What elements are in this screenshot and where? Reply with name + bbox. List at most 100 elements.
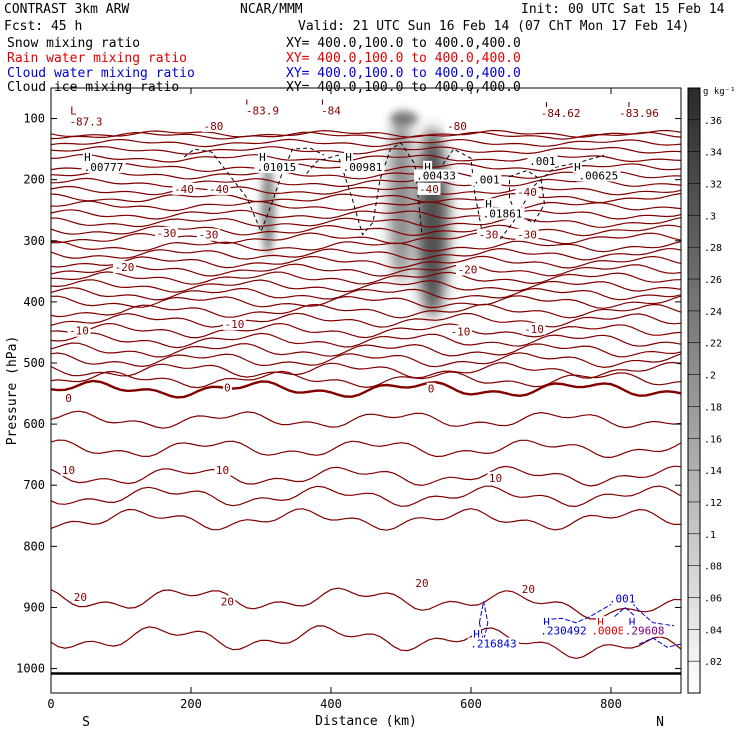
x-tick-label: 400 xyxy=(320,697,342,711)
contour-label-bg xyxy=(477,228,500,241)
contour-label-bg xyxy=(243,97,253,110)
contour-label: -40 xyxy=(517,186,537,199)
contour-label-bg xyxy=(222,381,232,394)
contour-label-bg xyxy=(515,185,539,198)
contour-label: -30 xyxy=(157,227,177,240)
y-tick-label: 900 xyxy=(23,600,45,614)
colorbar-tick-label: .34 xyxy=(704,148,722,159)
contour-label: H xyxy=(473,628,480,641)
contour-label-bg xyxy=(67,115,105,128)
contour-label-bg xyxy=(467,637,519,650)
contour-label-bg xyxy=(254,160,299,173)
cloud-ice-contour xyxy=(442,148,605,242)
contour-label: L xyxy=(627,100,634,113)
contour-label-bg xyxy=(67,324,91,337)
contour-label: .216843 xyxy=(470,638,516,651)
contour-label: 10 xyxy=(216,464,229,477)
cloud-ice-contour xyxy=(183,147,325,233)
colorbar-tick-label: .12 xyxy=(704,498,722,509)
contour-label-bg xyxy=(423,160,433,173)
field-snow-label: Snow mixing ratio xyxy=(7,36,141,51)
colorbar-tick-label: .22 xyxy=(704,339,722,350)
isotherm-line xyxy=(50,508,681,531)
contour-label-bg xyxy=(172,182,196,195)
colorbar-tick-label: .2 xyxy=(704,371,716,382)
contour-label: H xyxy=(597,616,604,629)
contour-label: -10 xyxy=(69,325,89,338)
contour-label-bg xyxy=(155,226,178,239)
init-time: Init: 00 UTC Sat 15 Feb 14 xyxy=(521,2,725,17)
isotherm-line xyxy=(50,465,682,487)
isotherm-line xyxy=(50,209,682,220)
contour-label: -83.96 xyxy=(619,107,659,120)
contour-label-bg xyxy=(82,151,92,164)
contour-label: 20 xyxy=(74,591,87,604)
x-tick-label: 0 xyxy=(47,697,54,711)
contour-label-bg xyxy=(257,151,267,164)
contour-label-bg xyxy=(520,583,537,596)
contour-label: -80 xyxy=(447,120,467,133)
contour-label: -84.62 xyxy=(541,107,581,120)
snow-shading xyxy=(261,165,275,256)
contour-label: -10 xyxy=(524,323,544,336)
y-tick-label: 500 xyxy=(23,356,45,370)
contour-label: -20 xyxy=(115,261,135,274)
contour-label: .00625 xyxy=(579,169,619,182)
colorbar-tick-label: .14 xyxy=(704,466,722,477)
contour-label: H xyxy=(485,198,492,211)
colorbar-tick-label: .18 xyxy=(704,402,722,413)
contour-label: -40 xyxy=(419,183,439,196)
x-axis-label: Distance (km) xyxy=(315,714,417,729)
field-cloudwater-label: Cloud water mixing ratio xyxy=(7,66,195,81)
contour-label-bg xyxy=(64,391,73,404)
contour-label: 20 xyxy=(221,595,234,608)
contour-label: .001 xyxy=(529,155,556,168)
contour-label-bg xyxy=(543,99,553,112)
cloud-water-contour xyxy=(614,606,636,617)
field-rain-label: Rain water mixing ratio xyxy=(7,51,188,66)
contour-label-bg xyxy=(222,317,246,330)
contour-label-bg xyxy=(472,627,482,640)
snow-shading xyxy=(390,111,419,126)
contour-label: .00777 xyxy=(84,161,124,174)
isotherm-line xyxy=(50,352,682,369)
contour-label: -20 xyxy=(458,264,478,277)
contour-label: L xyxy=(70,105,77,118)
contour-label: -40 xyxy=(174,183,194,196)
isotherm-line xyxy=(50,625,682,660)
contour-label-bg xyxy=(197,228,220,241)
colorbar-tick-label: .06 xyxy=(704,593,722,604)
isotherm-line xyxy=(50,240,682,253)
colorbar xyxy=(687,87,701,694)
colorbar-tick-label: .36 xyxy=(704,116,722,127)
isotherm-line xyxy=(50,247,682,261)
contour-label-bg xyxy=(207,182,231,195)
contour-label-bg xyxy=(414,577,430,590)
contour-label: -30 xyxy=(199,229,219,242)
colorbar-tick-label: .26 xyxy=(704,275,722,286)
contour-label: -30 xyxy=(517,229,537,242)
isotherm-line xyxy=(50,342,682,358)
contour-label-bg xyxy=(480,207,525,220)
contour-label-bg xyxy=(319,97,329,110)
contour-label: H xyxy=(574,161,581,174)
contour-label: H xyxy=(345,151,352,164)
isotherm-line xyxy=(50,153,682,163)
cloud-water-contour xyxy=(478,601,489,642)
y-tick-label: 100 xyxy=(23,112,45,126)
contour-label: 20 xyxy=(522,583,535,596)
isotherm-line xyxy=(50,279,682,293)
contour-label-bg xyxy=(487,471,504,484)
contour-label-bg xyxy=(60,464,77,476)
contour-label: H xyxy=(424,161,431,174)
isotherm-line xyxy=(50,224,682,237)
contour-label: H xyxy=(84,151,91,164)
contour-label-bg xyxy=(113,261,136,274)
y-axis-label: Pressure (hPa) xyxy=(5,336,20,446)
contour-label: L xyxy=(545,100,552,113)
contour-label: -84 xyxy=(321,105,341,118)
isotherm-line xyxy=(50,263,682,277)
field-snow-xy: XY= 400.0,100.0 to 400.0,400.0 xyxy=(286,36,521,51)
snow-shading xyxy=(389,113,413,283)
contour-label-bg xyxy=(414,169,458,182)
